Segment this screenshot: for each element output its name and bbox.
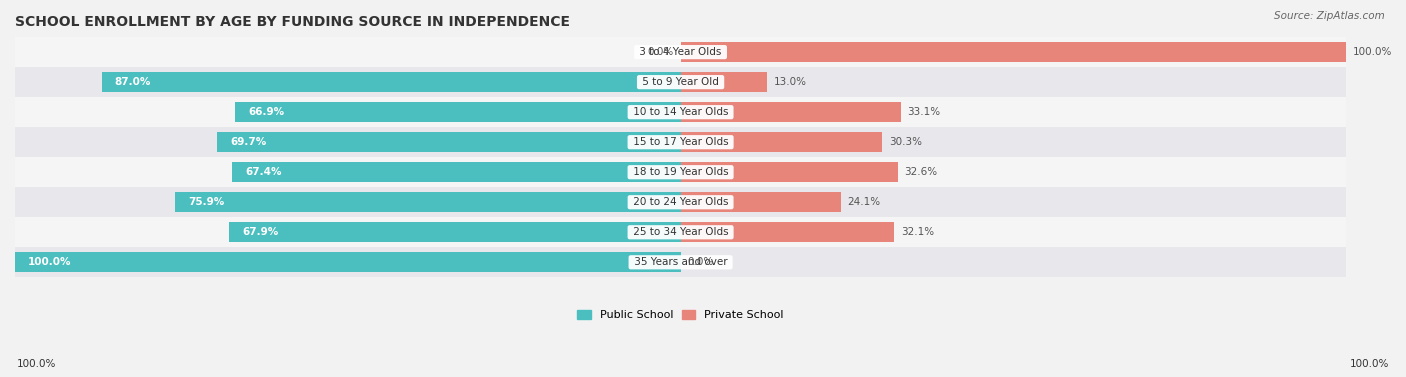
Text: 69.7%: 69.7% [231,137,266,147]
Bar [101,72,681,92]
Text: 13.0%: 13.0% [773,77,807,87]
Text: 0.0%: 0.0% [648,47,673,57]
Bar [15,217,1346,247]
Bar [232,162,681,182]
Legend: Public School, Private School: Public School, Private School [574,305,789,325]
Bar [15,247,1346,277]
Bar [15,97,1346,127]
Text: 100.0%: 100.0% [28,257,72,267]
Text: 66.9%: 66.9% [249,107,285,117]
Text: 20 to 24 Year Olds: 20 to 24 Year Olds [630,197,731,207]
Text: 3 to 4 Year Olds: 3 to 4 Year Olds [637,47,725,57]
Text: 100.0%: 100.0% [1350,359,1389,369]
Text: 67.9%: 67.9% [242,227,278,237]
Bar [681,222,894,242]
Text: 33.1%: 33.1% [907,107,941,117]
Text: 32.1%: 32.1% [901,227,934,237]
Bar [229,222,681,242]
Text: 35 Years and over: 35 Years and over [631,257,731,267]
Text: 100.0%: 100.0% [1353,47,1392,57]
Bar [681,42,1346,62]
Bar [681,162,897,182]
Text: 24.1%: 24.1% [848,197,880,207]
Bar [15,252,681,273]
Text: 100.0%: 100.0% [17,359,56,369]
Bar [15,157,1346,187]
Text: 0.0%: 0.0% [688,257,713,267]
Bar [217,132,681,152]
Text: 30.3%: 30.3% [889,137,922,147]
Bar [15,127,1346,157]
Bar [15,37,1346,67]
Text: 75.9%: 75.9% [188,197,225,207]
Text: SCHOOL ENROLLMENT BY AGE BY FUNDING SOURCE IN INDEPENDENCE: SCHOOL ENROLLMENT BY AGE BY FUNDING SOUR… [15,15,569,29]
Bar [681,192,841,213]
Bar [176,192,681,213]
Text: 87.0%: 87.0% [115,77,152,87]
Bar [15,67,1346,97]
Text: 67.4%: 67.4% [245,167,281,177]
Text: 25 to 34 Year Olds: 25 to 34 Year Olds [630,227,731,237]
Text: 15 to 17 Year Olds: 15 to 17 Year Olds [630,137,731,147]
Bar [681,72,768,92]
Text: 32.6%: 32.6% [904,167,938,177]
Bar [681,132,882,152]
Text: Source: ZipAtlas.com: Source: ZipAtlas.com [1274,11,1385,21]
Bar [681,102,901,123]
Bar [15,187,1346,217]
Text: 10 to 14 Year Olds: 10 to 14 Year Olds [630,107,731,117]
Text: 18 to 19 Year Olds: 18 to 19 Year Olds [630,167,731,177]
Bar [235,102,681,123]
Text: 5 to 9 Year Old: 5 to 9 Year Old [638,77,723,87]
